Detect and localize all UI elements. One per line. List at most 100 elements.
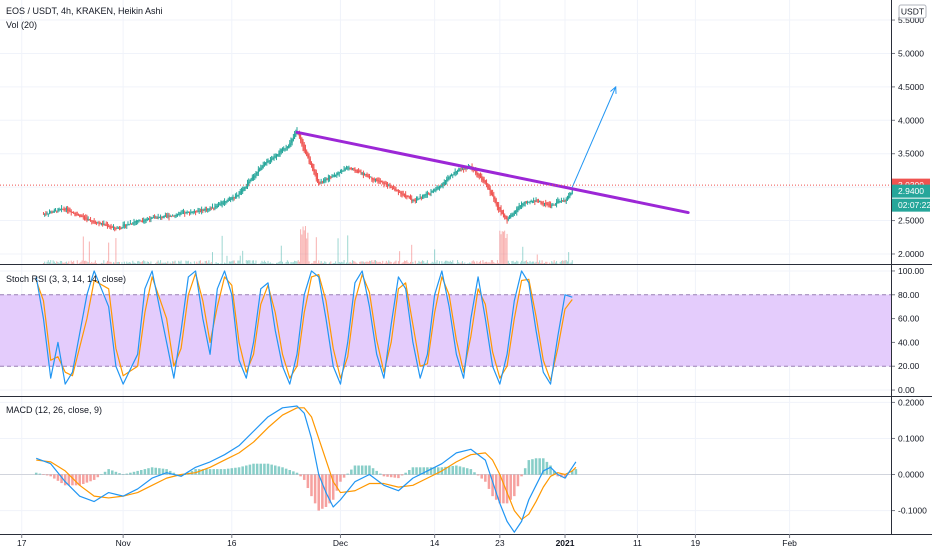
candle-body <box>97 223 98 224</box>
candle-body <box>445 180 446 183</box>
volume-bar <box>329 262 330 264</box>
volume-bar <box>552 263 553 264</box>
candle-body <box>311 162 312 166</box>
candle-body <box>557 201 558 204</box>
candle-body <box>457 170 458 172</box>
candle-body <box>352 168 353 169</box>
volume-bar <box>73 261 74 264</box>
volume-bar <box>514 262 515 264</box>
volume-bar <box>404 261 405 264</box>
volume-bar <box>89 242 90 264</box>
candle-body <box>511 214 512 216</box>
volume-bar <box>147 261 148 264</box>
volume-bar <box>134 263 135 264</box>
macd-histogram-bar <box>205 469 208 474</box>
candle-body <box>264 163 265 167</box>
candle-body <box>136 221 137 222</box>
macd-histogram-bar <box>528 460 531 474</box>
volume-bar <box>423 261 424 264</box>
candle-body <box>288 146 289 147</box>
candle-body <box>517 209 518 211</box>
volume-bar <box>316 237 317 264</box>
volume-bar <box>311 263 312 264</box>
volume-bar <box>43 263 44 264</box>
candle-body <box>121 227 122 228</box>
volume-bar <box>426 263 427 264</box>
candle-body <box>53 212 54 213</box>
candle-body <box>114 227 115 228</box>
volume-bar <box>435 262 436 264</box>
volume-bar <box>447 261 448 264</box>
volume-bar <box>565 260 566 264</box>
volume-bar <box>396 261 397 264</box>
candle-body <box>543 203 544 204</box>
volume-bar <box>387 263 388 264</box>
volume-bar <box>119 262 120 264</box>
macd-histogram-bar <box>165 469 168 474</box>
macd-histogram-bar <box>390 475 393 478</box>
macd-histogram-bar <box>274 466 277 475</box>
candle-body <box>412 200 413 201</box>
macd-histogram-bar <box>502 475 505 504</box>
candle-body <box>335 175 336 176</box>
candle-body <box>451 175 452 176</box>
volume-bar <box>484 263 485 264</box>
currency-badge[interactable]: USDT <box>899 5 926 18</box>
macd-axis-tick-label: -0.1000 <box>898 506 927 516</box>
macd-histogram-bar <box>111 470 114 474</box>
volume-bar <box>251 263 252 264</box>
candle-body <box>54 210 55 212</box>
candle-body <box>235 196 236 197</box>
candle-body <box>416 198 417 200</box>
macd-histogram-bar <box>517 475 520 487</box>
volume-bar <box>544 263 545 264</box>
macd-histogram-bar <box>263 464 266 475</box>
candle-body <box>370 177 371 178</box>
candle-body <box>89 219 90 220</box>
candle-body <box>225 201 226 202</box>
candle-body <box>562 201 563 202</box>
volume-bar <box>398 261 399 264</box>
macd-histogram-bar <box>365 466 368 475</box>
candle-body <box>338 173 339 174</box>
volume-bar <box>359 262 360 264</box>
volume-bar <box>347 235 348 264</box>
volume-bar <box>247 261 248 264</box>
volume-bar <box>479 262 480 264</box>
volume-bar <box>525 261 526 264</box>
volume-bar <box>228 263 229 264</box>
macd-histogram-bar <box>46 475 49 476</box>
volume-bar <box>224 263 225 264</box>
candle-body <box>568 196 569 198</box>
volume-bar <box>88 262 89 264</box>
candle-body <box>540 201 541 202</box>
candle-body <box>327 179 328 180</box>
candle-body <box>510 215 511 218</box>
candle-body <box>545 203 546 204</box>
candle-body <box>90 219 91 221</box>
volume-bar <box>412 262 413 264</box>
volume-bar <box>287 260 288 264</box>
candle-body <box>382 182 383 183</box>
macd-histogram-bar <box>245 466 248 475</box>
macd-histogram-bar <box>151 467 154 474</box>
volume-bar <box>348 263 349 264</box>
volume-bar <box>470 263 471 264</box>
volume-bar <box>156 262 157 264</box>
macd-histogram-bar <box>216 469 219 474</box>
candle-body <box>189 212 190 214</box>
candle-body <box>193 212 194 213</box>
volume-bar <box>469 262 470 264</box>
candle-body <box>259 169 260 171</box>
volume-bar <box>406 260 407 264</box>
price-axis-tick-label: 2.5000 <box>898 216 924 226</box>
candle-body <box>281 149 282 152</box>
macd-histogram-bar <box>480 475 483 479</box>
volume-bar <box>181 261 182 264</box>
candle-body <box>351 168 352 169</box>
candle-body <box>420 196 421 199</box>
candle-body <box>247 183 248 187</box>
volume-bar <box>516 261 517 264</box>
candle-body <box>572 190 573 194</box>
